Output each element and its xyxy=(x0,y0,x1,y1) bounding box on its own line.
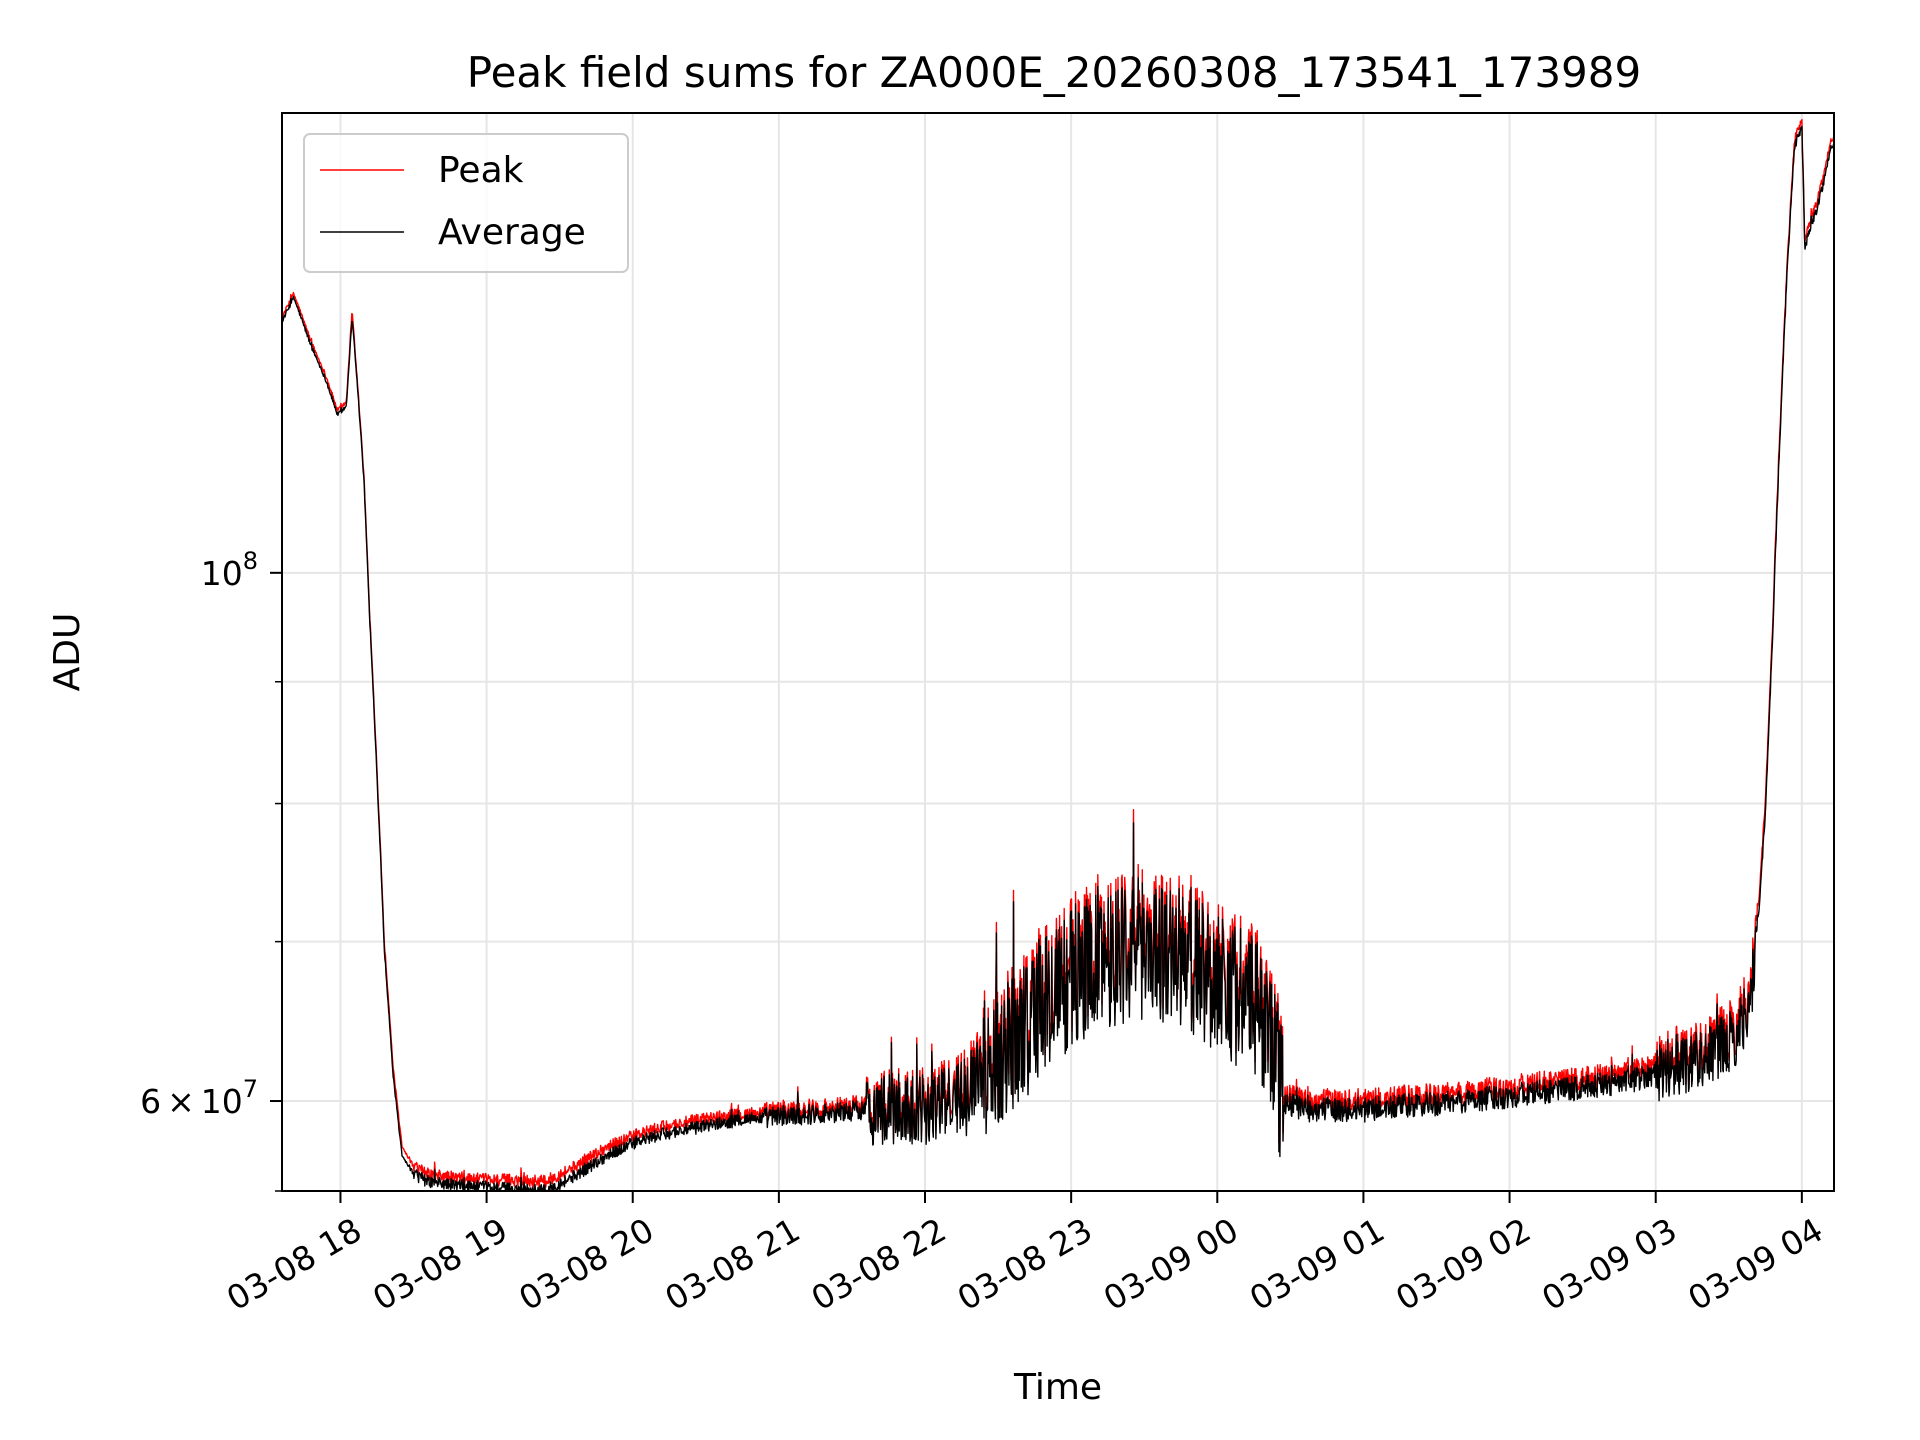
x-axis-label: Time xyxy=(1013,1367,1102,1408)
y-axis-ticks: 108 6 × 107 xyxy=(140,547,282,1192)
y-tick-label: 6 × 107 xyxy=(140,1075,258,1121)
y-tick-label: 108 xyxy=(201,547,258,593)
chart-title: Peak field sums for ZA000E_20260308_1735… xyxy=(467,48,1641,97)
legend-box xyxy=(303,133,629,273)
plot-frame xyxy=(281,112,1835,1192)
legend-label-average: Average xyxy=(438,212,586,253)
legend-label-peak: Peak xyxy=(438,150,524,191)
y-axis-label: ADU xyxy=(47,613,88,692)
legend: Peak Average xyxy=(303,133,629,273)
